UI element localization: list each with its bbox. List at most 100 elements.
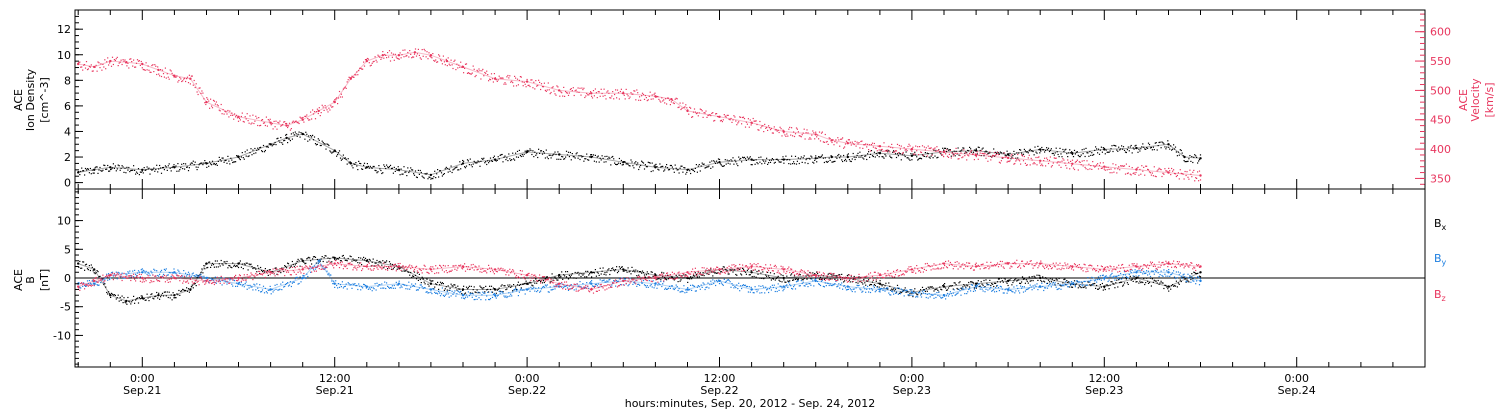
field-scatter-dot-Bx xyxy=(168,291,170,293)
field-scatter-dot-Bx xyxy=(1123,282,1126,284)
field-scatter-dot-By xyxy=(781,287,783,289)
top-scatter-dot-0 xyxy=(387,166,389,168)
top-series-point-0 xyxy=(718,161,721,164)
top-scatter-dot-1 xyxy=(1041,163,1043,165)
top-scatter-dot-0 xyxy=(118,165,120,167)
field-scatter-dot-Bx xyxy=(320,258,322,260)
velocity-tick-label: 550 xyxy=(1430,55,1451,68)
field-scatter-dot-By xyxy=(259,284,261,286)
top-scatter-dot-0 xyxy=(284,139,286,141)
top-scatter-dot-0 xyxy=(363,164,365,166)
field-scatter-dot-By xyxy=(920,294,922,296)
field-scatter-dot-Bx xyxy=(518,284,520,286)
top-scatter-dot-1 xyxy=(223,113,225,115)
top-scatter-dot-1 xyxy=(483,75,485,77)
top-scatter-dot-1 xyxy=(345,87,347,89)
top-scatter-dot-1 xyxy=(889,151,891,153)
field-scatter-dot-Bx xyxy=(996,285,998,287)
field-scatter-dot-By xyxy=(558,285,560,288)
field-series-point-Bz xyxy=(141,276,144,280)
top-scatter-dot-1 xyxy=(853,143,855,146)
top-scatter-dot-0 xyxy=(657,168,659,170)
top-scatter-dot-0 xyxy=(798,162,800,165)
field-scatter-dot-By xyxy=(690,284,692,286)
field-scatter-dot-Bx xyxy=(1154,280,1156,282)
field-scatter-dot-Bx xyxy=(545,276,547,278)
top-scatter-dot-1 xyxy=(855,145,857,147)
field-scatter-dot-By xyxy=(796,280,798,282)
field-scatter-dot-Bx xyxy=(170,294,172,296)
top-scatter-dot-1 xyxy=(645,97,647,99)
field-scatter-dot-By xyxy=(341,281,343,283)
top-scatter-dot-0 xyxy=(507,160,509,162)
top-scatter-dot-0 xyxy=(164,165,166,167)
field-scatter-dot-Bx xyxy=(1182,277,1184,279)
top-scatter-dot-1 xyxy=(1088,163,1090,165)
top-scatter-dot-0 xyxy=(1083,148,1085,150)
top-scatter-dot-1 xyxy=(613,98,615,100)
field-scatter-dot-By xyxy=(765,286,767,288)
top-scatter-dot-1 xyxy=(246,113,248,115)
top-scatter-dot-1 xyxy=(1190,173,1192,175)
top-scatter-dot-1 xyxy=(1162,172,1164,174)
field-scatter-dot-By xyxy=(1074,286,1076,288)
top-scatter-dot-1 xyxy=(83,64,85,66)
field-scatter-dot-By xyxy=(330,274,332,276)
field-scatter-dot-By xyxy=(423,287,425,289)
field-scatter-dot-By xyxy=(294,278,296,280)
top-scatter-dot-1 xyxy=(909,145,911,147)
field-scatter-dot-By xyxy=(1168,269,1170,271)
top-scatter-dot-1 xyxy=(991,156,993,158)
field-scatter-dot-Bx xyxy=(312,256,315,258)
top-scatter-dot-0 xyxy=(211,164,213,166)
top-scatter-dot-1 xyxy=(214,103,216,105)
field-scatter-dot-By xyxy=(936,292,938,294)
top-scatter-dot-1 xyxy=(354,74,356,76)
top-scatter-dot-1 xyxy=(365,59,367,61)
field-scatter-dot-By xyxy=(400,285,402,287)
top-scatter-dot-0 xyxy=(830,155,832,157)
top-scatter-dot-0 xyxy=(140,171,142,173)
field-scatter-dot-Bx xyxy=(552,279,554,281)
field-scatter-dot-Bx xyxy=(146,293,148,295)
top-scatter-dot-0 xyxy=(175,165,177,167)
top-scatter-dot-1 xyxy=(1081,160,1083,162)
top-scatter-dot-0 xyxy=(315,144,317,146)
field-scatter-dot-By xyxy=(615,285,617,287)
field-scatter-dot-Bx xyxy=(1111,281,1113,283)
top-scatter-dot-1 xyxy=(135,66,137,68)
top-scatter-dot-0 xyxy=(720,164,722,166)
field-scatter-dot-Bx xyxy=(364,257,367,259)
top-scatter-dot-0 xyxy=(423,177,425,179)
top-scatter-dot-0 xyxy=(884,153,886,156)
top-scatter-dot-1 xyxy=(882,150,884,152)
top-scatter-dot-0 xyxy=(579,158,581,161)
top-scatter-dot-0 xyxy=(98,169,100,171)
top-scatter-dot-1 xyxy=(800,136,802,138)
top-scatter-dot-0 xyxy=(96,166,98,168)
field-scatter-dot-By xyxy=(969,288,971,290)
field-scatter-dot-Bx xyxy=(566,271,569,273)
field-scatter-dot-Bx xyxy=(236,265,238,267)
top-scatter-dot-1 xyxy=(724,115,726,117)
field-scatter-dot-Bx xyxy=(363,259,366,261)
field-scatter-dot-By xyxy=(569,288,571,290)
field-scatter-dot-By xyxy=(699,288,701,290)
field-scatter-dot-By xyxy=(865,291,867,293)
top-scatter-dot-0 xyxy=(493,155,495,157)
field-scatter-dot-By xyxy=(450,295,452,297)
field-scatter-dot-Bx xyxy=(338,256,341,259)
field-scatter-dot-By xyxy=(956,293,958,295)
top-scatter-dot-0 xyxy=(949,149,951,151)
field-scatter-dot-By xyxy=(212,279,215,281)
field-scatter-dot-By xyxy=(889,294,891,296)
top-scatter-dot-0 xyxy=(468,164,470,166)
top-scatter-dot-1 xyxy=(196,91,198,93)
field-scatter-dot-Bx xyxy=(1082,286,1084,289)
top-scatter-dot-1 xyxy=(357,74,359,76)
field-scatter-dot-Bx xyxy=(643,274,646,276)
field-scatter-dot-Bx xyxy=(430,280,432,282)
field-scatter-dot-Bx xyxy=(762,271,764,273)
field-scatter-dot-Bx xyxy=(323,257,325,259)
top-scatter-dot-0 xyxy=(1109,150,1111,152)
